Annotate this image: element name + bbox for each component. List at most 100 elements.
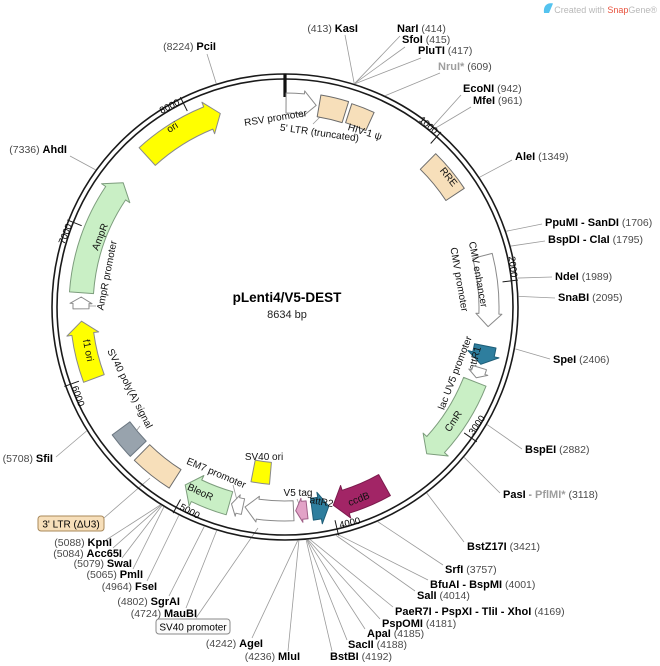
site-leader-pasi-pflmi — [463, 457, 501, 494]
site-leader-econi — [432, 94, 462, 127]
tick-label-4000: 4000 — [338, 516, 361, 532]
site-leader-fsei — [146, 515, 180, 582]
site-label-ahdi[interactable]: (7336) AhdI — [9, 144, 67, 156]
feature-sv40-promoter-arrow[interactable] — [244, 495, 295, 523]
site-label-spei[interactable]: SpeI (2406) — [553, 354, 610, 366]
site-label-sacii[interactable]: SacII (4188) — [348, 639, 407, 651]
plasmid-name: pLenti4/V5-DEST — [233, 290, 343, 305]
feature-sv40-polya-signal[interactable] — [111, 421, 147, 457]
feature-rre[interactable] — [419, 153, 465, 201]
site-label-pluti[interactable]: PluTI (417) — [418, 45, 472, 57]
site-label-maubi[interactable]: (4724) MauBI — [131, 608, 197, 620]
feature-label-sv40-ori: SV40 ori — [245, 452, 283, 463]
site-leader-mlui — [287, 540, 300, 652]
feature-lac-uv5-promoter[interactable] — [468, 365, 489, 379]
site-label-ppumi-sandi[interactable]: PpuMI - SanDI (1706) — [545, 217, 652, 229]
site-leader-agei — [251, 540, 299, 639]
site-label-sali[interactable]: SalI (4014) — [417, 590, 470, 602]
tick-label-2000: 2000 — [506, 256, 519, 278]
site-leader-spei — [515, 348, 551, 360]
site-label-bfuai-bspmi[interactable]: BfuAI - BspMI (4001) — [430, 579, 535, 591]
site-label-sfoi[interactable]: SfoI (415) — [402, 34, 450, 46]
site-label-pmli[interactable]: (5065) PmlI — [86, 569, 143, 581]
site-leader-paer7i-pspxi-tlii-xhoi — [310, 539, 394, 608]
site-label-pspomi[interactable]: PspOMI (4181) — [382, 618, 456, 630]
feature-5-ltr-truncated[interactable] — [316, 94, 350, 124]
feature-em7-promoter[interactable] — [231, 494, 246, 517]
site-leader-sali — [335, 535, 416, 592]
site-label-nari[interactable]: NarI (414) — [397, 23, 446, 35]
feature-ampr-promoter[interactable] — [69, 296, 93, 310]
site-label-snabi[interactable]: SnaBI (2095) — [558, 292, 622, 304]
site-label-pasi-pflmi[interactable]: PasI - PflMI* (3118) — [503, 489, 598, 501]
site-label-bspei[interactable]: BspEI (2882) — [525, 444, 589, 456]
feature-cmr[interactable] — [422, 376, 487, 457]
site-label-mfei[interactable]: MfeI (961) — [473, 95, 522, 107]
tick-5000 — [172, 499, 181, 514]
site-leader-sgrai — [168, 526, 205, 597]
site-leader-pcii — [206, 53, 217, 84]
site-label-alei[interactable]: AleI (1349) — [515, 151, 568, 163]
site-label-bstz17i[interactable]: BstZ17I (3421) — [467, 541, 540, 553]
feature-attr1[interactable] — [467, 343, 500, 365]
site-label-pcii[interactable]: (8224) PciI — [163, 41, 216, 53]
feature-v5-tag[interactable] — [295, 497, 309, 523]
site-leader-kpni — [105, 504, 161, 541]
feature-label-attr2: attR2 — [309, 495, 335, 510]
tick-label-6000: 6000 — [69, 385, 87, 409]
site-label-econi[interactable]: EcoNI (942) — [463, 83, 522, 95]
feature-3-ltr-du3[interactable] — [133, 444, 182, 489]
boxed-label-sv40-promoter[interactable] — [155, 618, 231, 635]
site-leader-swai — [121, 505, 163, 559]
feature-label-f1-ori: f1 ori — [80, 339, 95, 363]
feature-label-5-ltr-truncated: 5' LTR (truncated) — [279, 123, 359, 145]
site-leader-pmli — [132, 506, 165, 570]
boxed-label-3-ltr-du3[interactable] — [37, 515, 105, 532]
feature-sv40-ori[interactable] — [250, 459, 272, 485]
feature-label-sv40-polya-signal: SV40 poly(A) signal — [104, 347, 154, 430]
site-label-mlui[interactable]: (4236) MluI — [245, 651, 300, 663]
site-label-kpni[interactable]: (5088) KpnI — [54, 537, 112, 549]
tick-2000 — [502, 279, 519, 283]
site-label-agei[interactable]: (4242) AgeI — [206, 638, 263, 650]
boxed-label-leader-sv40-promoter — [195, 527, 259, 619]
site-leader-ppumi-sandi — [506, 223, 543, 232]
site-leader-pluti — [354, 57, 422, 85]
tick-3000 — [463, 432, 478, 443]
tick-1000 — [430, 131, 442, 144]
site-label-sfii[interactable]: (5708) SfiI — [3, 453, 53, 465]
site-label-bstbi[interactable]: BstBI (4192) — [330, 651, 392, 663]
site-label-ndei[interactable]: NdeI (1989) — [555, 271, 612, 283]
site-label-srfi[interactable]: SrfI (3757) — [445, 564, 497, 576]
tick-label-8000: 8000 — [158, 97, 182, 116]
snapgene-watermark: Created with SnapGene® — [554, 5, 657, 15]
feature-ccdb[interactable] — [332, 474, 391, 519]
tick-6000 — [64, 380, 80, 387]
site-label-swai[interactable]: (5079) SwaI — [74, 558, 132, 570]
site-leader-srfi — [377, 521, 444, 566]
site-label-bspdi-clai[interactable]: BspDI - ClaI (1795) — [548, 234, 643, 246]
feature-attr2[interactable] — [310, 491, 330, 525]
site-leader-apai — [307, 539, 366, 630]
site-leader-bspei — [487, 424, 523, 450]
feature-bleor[interactable] — [184, 475, 234, 516]
tick-label-1000: 1000 — [417, 115, 440, 137]
site-label-acc65i[interactable]: (5084) Acc65I — [53, 548, 122, 560]
site-label-paer7i-pspxi-tlii-xhoi[interactable]: PaeR7I - PspXI - TliI - XhoI (4169) — [395, 606, 565, 618]
feature-cmv-enhancer-promoter[interactable] — [472, 252, 503, 328]
site-leader-alei — [479, 159, 513, 178]
site-leader-nrui — [385, 72, 441, 96]
site-leader-ahdi — [69, 155, 96, 171]
site-label-nrui[interactable]: NruI* (609) — [438, 61, 492, 73]
boxed-label-text-sv40-promoter: SV40 promoter — [159, 623, 227, 634]
feature-hiv1-psi[interactable] — [345, 103, 375, 132]
feature-rsv-promoter[interactable] — [285, 90, 317, 118]
site-label-kasi[interactable]: (413) KasI — [307, 23, 358, 35]
site-label-apai[interactable]: ApaI (4185) — [367, 628, 424, 640]
backbone-ring-inner — [56, 78, 514, 536]
site-label-sgrai[interactable]: (4802) SgrAI — [117, 596, 180, 608]
feature-ampr[interactable] — [69, 182, 131, 295]
feature-f1-ori[interactable] — [66, 320, 105, 383]
site-label-fsei[interactable]: (4964) FseI — [102, 581, 157, 593]
feature-ori[interactable] — [138, 101, 221, 166]
